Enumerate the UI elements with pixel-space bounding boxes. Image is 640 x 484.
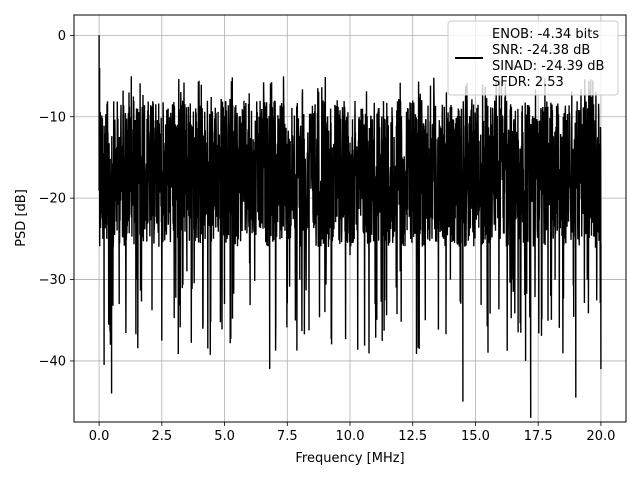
x-tick-label: 12.5 xyxy=(398,429,427,444)
y-tick-label: −20 xyxy=(39,192,66,207)
x-tick-label: 17.5 xyxy=(524,429,553,444)
x-tick-label: 15.0 xyxy=(461,429,490,444)
y-tick-label: −40 xyxy=(39,354,66,369)
x-tick-label: 2.5 xyxy=(151,429,172,444)
plot-area xyxy=(98,35,602,418)
x-tick-label: 5.0 xyxy=(214,429,235,444)
y-tick-label: −30 xyxy=(39,273,66,288)
x-tick-label: 0.0 xyxy=(89,429,110,444)
legend-entry-series: ENOB: -4.34 bits SNR: -24.38 dB SINAD: -24… xyxy=(492,27,604,90)
legend-entry-line: ENOB: -4.34 bits xyxy=(492,27,599,42)
psd-series-line xyxy=(98,35,602,418)
ticks: 0.0 2.5 5.0 7.5 10.0 12.5 15.0 17.5 20.0 0 −10 −20 −… xyxy=(39,29,616,444)
legend: ENOB: -4.34 bits SNR: -24.38 dB SINAD: -24… xyxy=(447,20,619,96)
x-axis-label: Frequency [MHz] xyxy=(295,451,404,466)
x-tick-label: 10.0 xyxy=(336,429,365,444)
x-tick-label: 7.5 xyxy=(277,429,298,444)
y-tick-label: −10 xyxy=(39,110,66,125)
x-tick-label: 20.0 xyxy=(586,429,615,444)
y-axis-label: PSD [dB] xyxy=(14,189,29,247)
legend-entry-line: SNR: -24.38 dB xyxy=(492,43,590,58)
legend-box xyxy=(447,20,619,96)
legend-entry-line: SFDR: 2.53 xyxy=(492,75,564,90)
legend-entry-line: SINAD: -24.39 dB xyxy=(492,59,604,74)
y-tick-label: 0 xyxy=(58,29,66,44)
